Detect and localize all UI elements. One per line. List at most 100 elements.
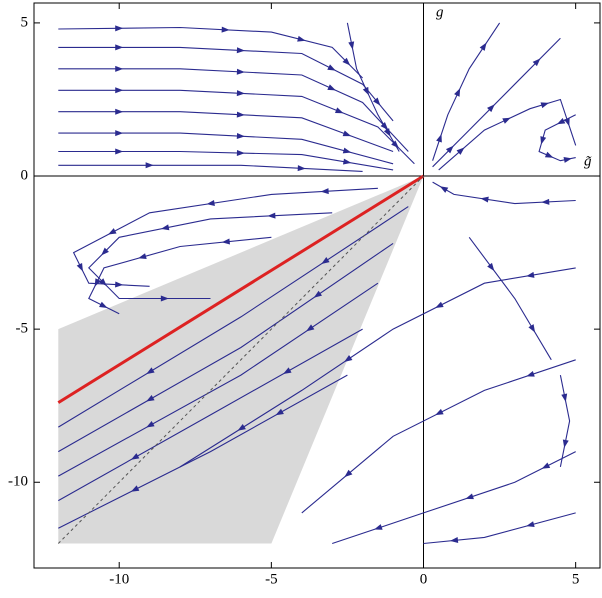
streamline bbox=[559, 374, 571, 468]
arrowhead bbox=[344, 469, 353, 478]
arrowhead bbox=[342, 130, 352, 137]
arrowhead bbox=[236, 111, 245, 118]
y-tick-label: 5 bbox=[21, 14, 29, 30]
arrowhead bbox=[283, 367, 292, 374]
arrowhead bbox=[439, 186, 449, 193]
arrowhead bbox=[145, 162, 154, 169]
arrowhead bbox=[320, 188, 329, 195]
arrowhead bbox=[160, 224, 170, 231]
streamline bbox=[346, 22, 400, 152]
arrowhead bbox=[502, 117, 511, 124]
arrowhead bbox=[334, 107, 344, 114]
arrowhead bbox=[236, 90, 245, 97]
arrowhead bbox=[267, 212, 276, 219]
arrowhead bbox=[115, 65, 124, 72]
arrowhead bbox=[372, 97, 381, 106]
arrowhead bbox=[342, 158, 352, 165]
streamline bbox=[468, 236, 552, 361]
arrowhead bbox=[115, 44, 124, 51]
arrowhead bbox=[146, 367, 155, 375]
arrowhead bbox=[236, 133, 245, 140]
streamline bbox=[58, 150, 394, 171]
arrowhead bbox=[221, 26, 230, 33]
streamline bbox=[58, 111, 394, 153]
arrowhead bbox=[435, 301, 444, 308]
arrowhead bbox=[130, 485, 140, 492]
arrowhead bbox=[362, 86, 369, 96]
arrowhead bbox=[146, 394, 155, 402]
arrowhead bbox=[465, 493, 474, 500]
arrowhead bbox=[115, 25, 124, 32]
arrowhead bbox=[342, 147, 352, 154]
streamline bbox=[58, 164, 363, 172]
streamline bbox=[432, 22, 501, 161]
arrowhead bbox=[236, 68, 245, 75]
arrowhead bbox=[115, 108, 124, 115]
arrowhead bbox=[487, 104, 495, 113]
arrowhead bbox=[236, 47, 245, 54]
streamline bbox=[58, 374, 348, 529]
streamline bbox=[58, 68, 409, 152]
streamline bbox=[58, 89, 415, 165]
arrowhead bbox=[94, 278, 101, 287]
arrowhead bbox=[532, 58, 541, 67]
arrowhead bbox=[115, 87, 124, 94]
arrowhead bbox=[99, 301, 108, 308]
arrowhead bbox=[321, 257, 330, 264]
arrowhead bbox=[540, 102, 550, 109]
streamline bbox=[58, 206, 409, 428]
arrowhead bbox=[313, 290, 322, 298]
y-tick-label: 0 bbox=[21, 167, 29, 183]
streamline bbox=[301, 359, 576, 514]
arrowhead bbox=[306, 324, 315, 332]
x-tick-label: -10 bbox=[109, 571, 129, 587]
x-tick-label: 0 bbox=[420, 571, 428, 587]
arrowhead bbox=[454, 88, 461, 97]
arrowhead bbox=[445, 145, 454, 154]
arrowhead bbox=[138, 253, 147, 259]
arrowhead bbox=[115, 281, 124, 288]
streamline bbox=[58, 46, 394, 122]
dashed-line bbox=[57, 175, 424, 544]
arrowhead bbox=[479, 42, 487, 51]
y-tick-label: -10 bbox=[8, 474, 28, 490]
streamline bbox=[438, 98, 577, 171]
streamline bbox=[179, 267, 576, 468]
arrowhead bbox=[435, 408, 444, 416]
arrowhead bbox=[76, 262, 83, 272]
arrowhead bbox=[526, 521, 535, 527]
arrowhead bbox=[526, 370, 535, 377]
arrowhead bbox=[436, 133, 442, 143]
arrowhead bbox=[528, 324, 536, 333]
arrowhead bbox=[160, 295, 169, 302]
arrowhead bbox=[562, 439, 569, 448]
arrowhead bbox=[297, 35, 306, 42]
streamline bbox=[432, 181, 576, 205]
streamline bbox=[88, 236, 272, 315]
y-axis-label: g bbox=[436, 4, 444, 20]
streamline bbox=[58, 282, 379, 477]
arrowhead bbox=[544, 151, 554, 158]
arrowhead bbox=[237, 423, 246, 431]
red-line bbox=[57, 174, 425, 404]
arrowhead bbox=[541, 462, 551, 469]
streamline bbox=[58, 242, 394, 453]
arrowhead bbox=[108, 228, 117, 235]
streamline bbox=[58, 132, 394, 165]
arrowhead bbox=[115, 148, 124, 155]
x-tick-label: -5 bbox=[265, 571, 278, 587]
arrowhead bbox=[374, 524, 383, 530]
arrowhead bbox=[275, 408, 284, 416]
arrowhead bbox=[456, 147, 465, 155]
arrowhead bbox=[344, 355, 353, 362]
arrowhead bbox=[480, 196, 489, 203]
streamline bbox=[58, 328, 363, 502]
x-axis-label: g̃ bbox=[584, 153, 592, 169]
arrowhead bbox=[297, 165, 306, 172]
arrowhead bbox=[221, 238, 230, 245]
arrowhead bbox=[130, 453, 140, 460]
arrowhead bbox=[327, 84, 336, 91]
frame bbox=[33, 2, 601, 569]
arrowhead bbox=[146, 421, 155, 428]
